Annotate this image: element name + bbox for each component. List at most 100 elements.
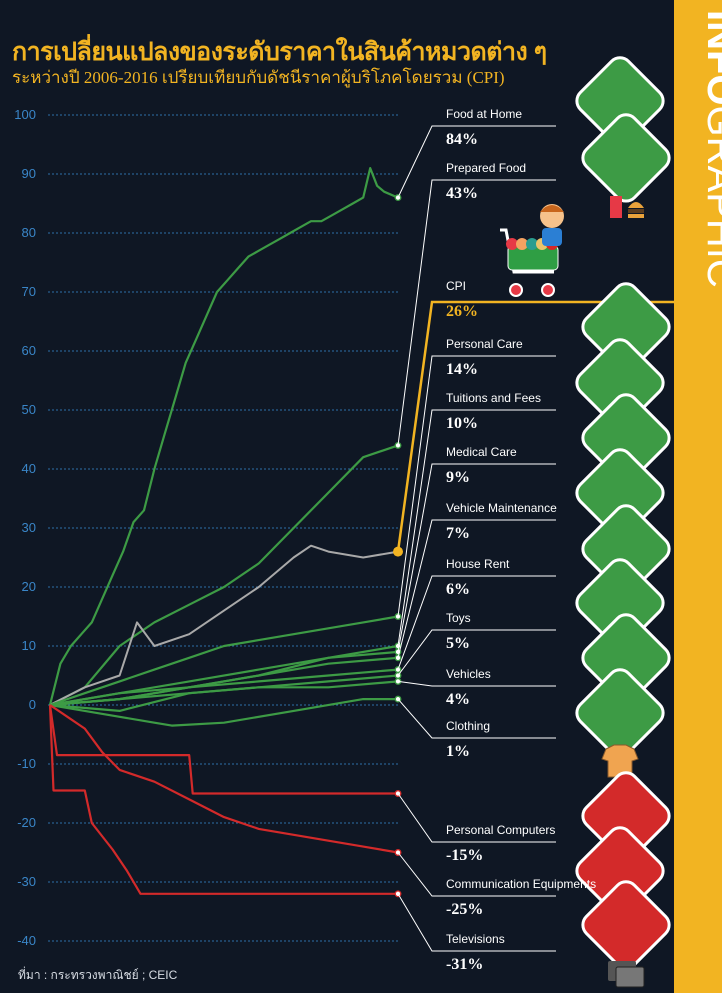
icon-tile <box>575 668 665 758</box>
y-tick-label: 30 <box>22 520 36 535</box>
series-value-label: 10% <box>446 415 478 432</box>
series-line-layer <box>48 167 403 898</box>
series-value-label: 6% <box>446 581 470 598</box>
infographic-side-band <box>674 0 722 993</box>
series-value-label: 43% <box>446 185 478 202</box>
y-tick-label: 40 <box>22 461 36 476</box>
series-label-layer: Food at Home 84% Prepared Food 43% CPI 26% Per… <box>446 107 596 973</box>
leader-line <box>397 355 556 617</box>
series-value-label: 26% <box>446 303 478 320</box>
series-name-label: Tuitions and Fees <box>446 391 541 405</box>
series-name-label: Toys <box>446 611 471 625</box>
y-tick-label: -20 <box>17 815 36 830</box>
leader-line <box>397 629 556 676</box>
cart-goods <box>506 238 518 250</box>
child-shirt <box>542 228 562 246</box>
series-name-label: Communication Equipments <box>446 877 596 891</box>
series-line <box>49 615 399 707</box>
leader-line <box>397 463 556 652</box>
cart-goods <box>516 238 528 250</box>
cart-goods <box>526 238 538 250</box>
leader-line <box>397 852 556 897</box>
series-value-label: 9% <box>446 469 470 486</box>
series-line <box>48 167 399 706</box>
y-tick-label: -10 <box>17 756 36 771</box>
series-value-label: 7% <box>446 525 470 542</box>
icon-art <box>601 744 639 778</box>
series-value-label: 4% <box>446 691 470 708</box>
series-value-label: -25% <box>446 901 483 918</box>
y-tick-label: 60 <box>22 343 36 358</box>
side-label-bold: INFO <box>699 10 722 106</box>
y-tick-label: -40 <box>17 933 36 948</box>
icon-tile <box>581 113 671 203</box>
leader-line <box>397 409 556 647</box>
leader-line <box>397 125 556 198</box>
series-name-label: Personal Computers <box>446 823 555 837</box>
series-value-label: 14% <box>446 361 478 378</box>
series-name-label: Televisions <box>446 932 505 946</box>
y-tick-label: 50 <box>22 402 36 417</box>
icon-layer <box>500 56 671 988</box>
series-value-label: -31% <box>446 956 483 973</box>
infographic-side-label: INFOGRAPHIC <box>699 10 722 288</box>
leader-line <box>397 793 556 843</box>
series-name-label: House Rent <box>446 557 510 571</box>
child-hair <box>540 205 564 212</box>
y-tick-label: 70 <box>22 284 36 299</box>
leader-line <box>397 893 556 952</box>
series-value-label: 1% <box>446 743 470 760</box>
series-name-label: Personal Care <box>446 337 523 351</box>
leader-line-layer <box>396 125 674 952</box>
television-icon <box>581 880 671 988</box>
source-note: ที่มา : กระทรวงพาณิชย์ ; CEIC <box>18 968 178 982</box>
fast-food-icon <box>581 113 671 218</box>
y-tick-label: 10 <box>22 638 36 653</box>
series-value-label: 84% <box>446 131 478 148</box>
series-name-label: Clothing <box>446 719 490 733</box>
cart-wheel <box>541 283 555 297</box>
series-line <box>49 444 399 706</box>
side-label-light: GRAPHIC <box>699 106 722 288</box>
y-tick-label: 0 <box>29 697 36 712</box>
y-tick-label: 90 <box>22 166 36 181</box>
series-value-label: 5% <box>446 635 470 652</box>
page-title: การเปลี่ยนแปลงของระดับราคาในสินค้าหมวดต่… <box>12 38 547 66</box>
shopping-cart-icon <box>500 204 564 297</box>
y-tick-label: 20 <box>22 579 36 594</box>
series-line <box>49 704 399 854</box>
series-name-label: Vehicle Maintenance <box>446 501 557 515</box>
series-value-label: -15% <box>446 847 483 864</box>
series-line <box>48 704 398 795</box>
y-tick-label: 80 <box>22 225 36 240</box>
series-name-label: Prepared Food <box>446 161 526 175</box>
series-name-label: Vehicles <box>446 667 491 681</box>
series-line <box>49 680 399 707</box>
series-name-label: Food at Home <box>446 107 522 121</box>
leader-line <box>397 519 556 658</box>
icon-tile <box>575 56 665 146</box>
icon-tile <box>581 880 671 970</box>
svg-text:INFOGRAPHIC: INFOGRAPHIC <box>699 10 722 288</box>
leader-line <box>397 575 556 670</box>
series-line <box>48 704 398 895</box>
leader-line <box>397 698 556 739</box>
icon-art <box>608 961 645 988</box>
page-subtitle: ระหว่างปี 2006-2016 เปรียบเทียบกับดัชนีร… <box>12 68 505 87</box>
shirt-icon <box>575 668 665 778</box>
series-name-label: CPI <box>446 279 466 293</box>
leader-line <box>397 179 556 446</box>
y-tick-label: -30 <box>17 874 36 889</box>
series-line <box>49 668 399 707</box>
y-tick-label: 100 <box>14 107 36 122</box>
leader-line <box>397 680 556 687</box>
series-line <box>49 698 398 727</box>
icon-art <box>610 196 644 218</box>
series-line <box>49 544 399 706</box>
cart-wheel <box>509 283 523 297</box>
leader-line <box>396 300 674 552</box>
series-name-label: Medical Care <box>446 445 517 459</box>
